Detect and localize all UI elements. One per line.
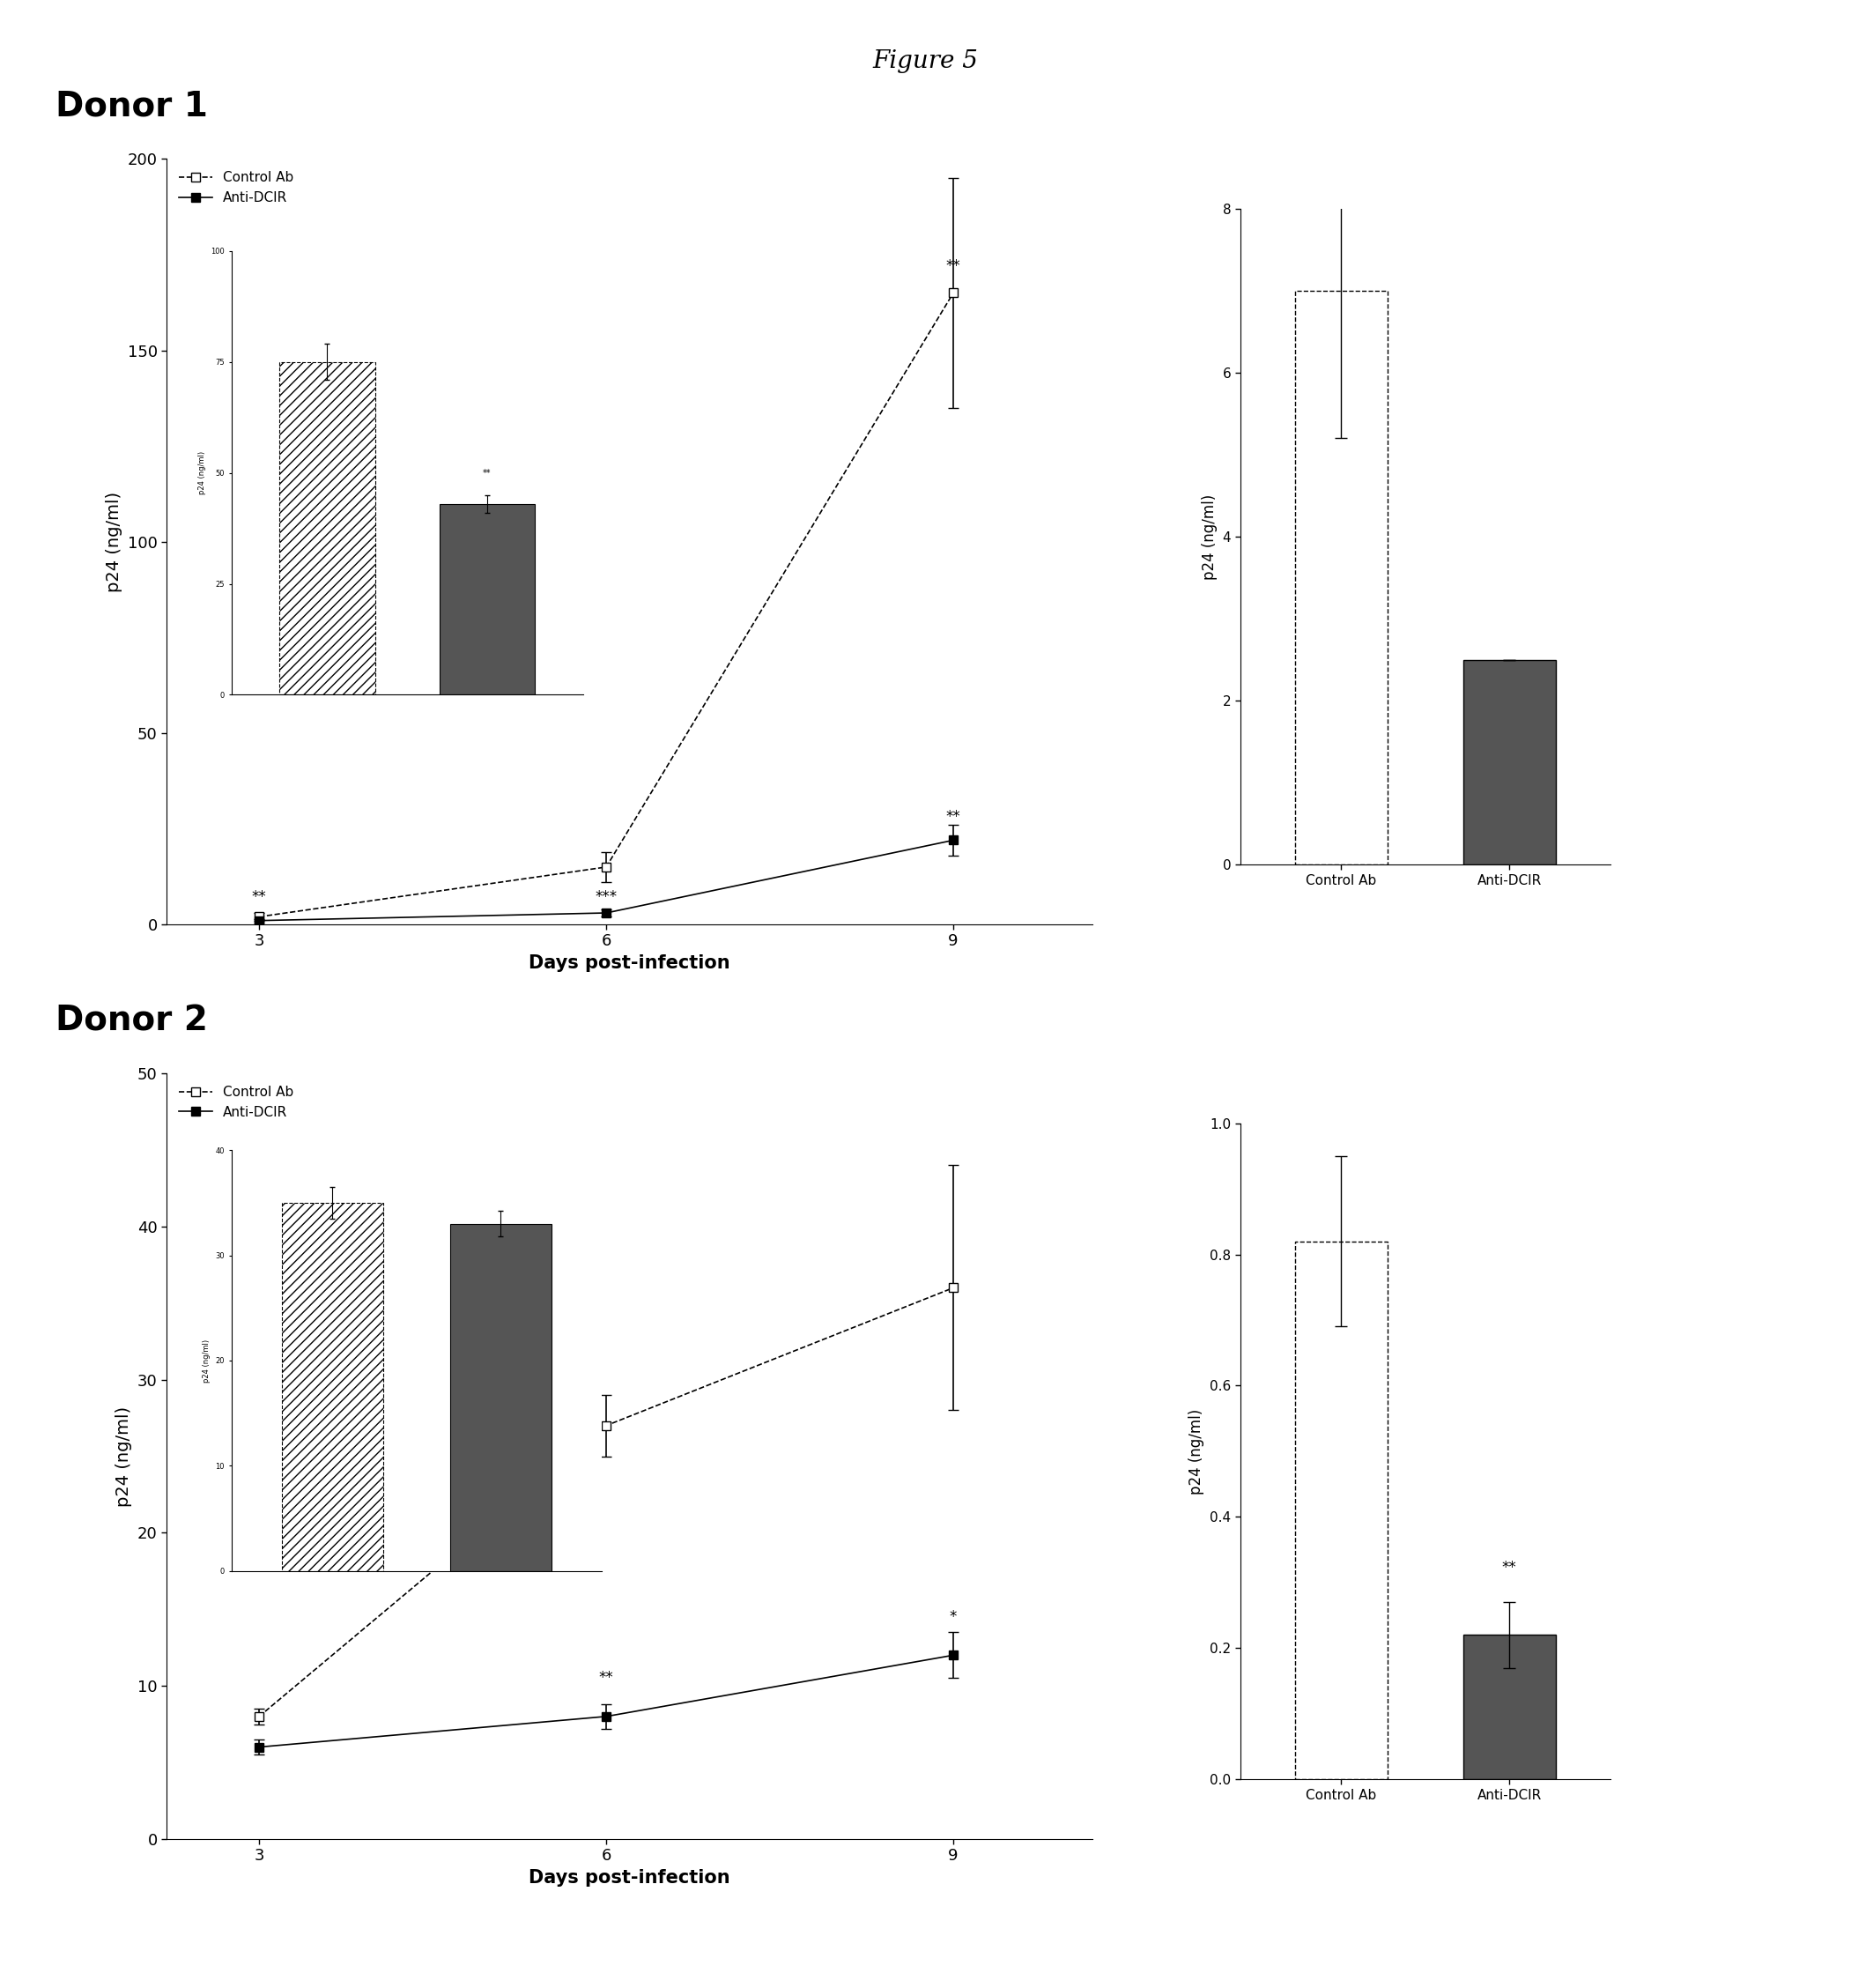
Text: Donor 1: Donor 1 <box>56 89 207 123</box>
Text: *: * <box>950 1608 957 1624</box>
Y-axis label: p24 (ng/ml): p24 (ng/ml) <box>1188 1408 1205 1495</box>
Y-axis label: p24 (ng/ml): p24 (ng/ml) <box>106 491 122 592</box>
X-axis label: Days post-infection: Days post-infection <box>529 954 729 972</box>
Text: **: ** <box>946 809 961 825</box>
Legend: Control Ab, Anti-DCIR: Control Ab, Anti-DCIR <box>174 165 300 209</box>
X-axis label: Days post-infection: Days post-infection <box>529 1869 729 1887</box>
Text: Donor 2: Donor 2 <box>56 1004 207 1038</box>
Bar <box>1296 1241 1388 1779</box>
Text: **: ** <box>600 1670 613 1686</box>
Legend: Control Ab, Anti-DCIR: Control Ab, Anti-DCIR <box>174 1079 300 1123</box>
Text: **: ** <box>946 258 961 274</box>
Text: **: ** <box>252 889 267 905</box>
Text: **: ** <box>1501 1561 1516 1576</box>
Bar <box>1462 1634 1555 1779</box>
Y-axis label: p24 (ng/ml): p24 (ng/ml) <box>117 1406 133 1507</box>
Text: Figure 5: Figure 5 <box>872 50 979 74</box>
Bar <box>1462 660 1555 865</box>
Y-axis label: p24 (ng/ml): p24 (ng/ml) <box>1201 493 1218 580</box>
Text: ***: *** <box>596 889 616 905</box>
Bar <box>1296 290 1388 865</box>
